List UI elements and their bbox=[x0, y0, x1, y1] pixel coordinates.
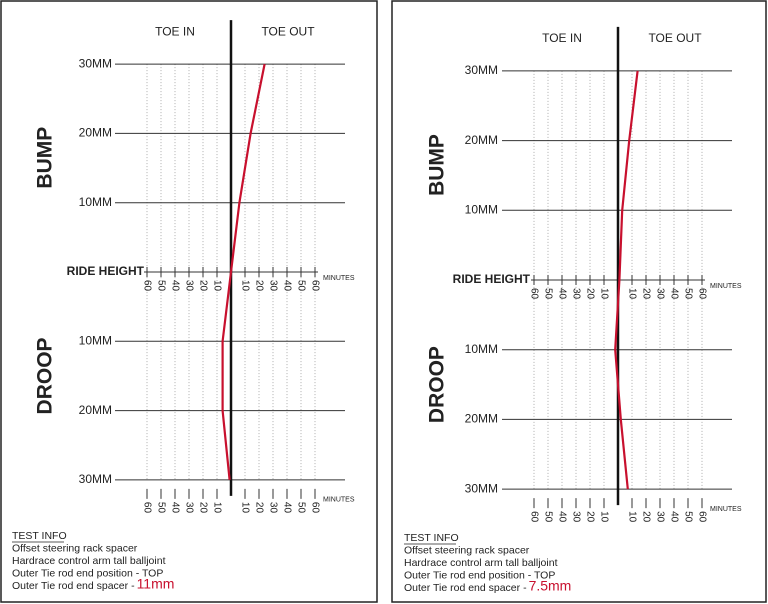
panel-border bbox=[391, 0, 767, 603]
droop-label: DROOP bbox=[426, 346, 449, 423]
toe-out-label: TOE OUT bbox=[261, 24, 315, 38]
x-tick-label: 30 bbox=[570, 511, 581, 523]
x-tick-label: 60 bbox=[309, 280, 320, 292]
info-line: Offset steering rack spacer bbox=[404, 544, 530, 556]
x-tick-label: 10 bbox=[626, 511, 637, 523]
x-tick-label: 30 bbox=[267, 502, 278, 514]
info-line: Outer Tie rod end spacer - bbox=[404, 582, 527, 594]
y-tick-label: 20MM bbox=[79, 126, 112, 140]
info-line: Outer Tie rod end spacer - bbox=[12, 580, 135, 592]
x-tick-label: 10 bbox=[598, 288, 609, 300]
x-tick-label: 40 bbox=[169, 280, 180, 292]
info-line: Offset steering rack spacer bbox=[12, 542, 138, 554]
x-tick-label: 10 bbox=[211, 502, 222, 514]
droop-label: DROOP bbox=[34, 337, 57, 414]
x-tick-label: 50 bbox=[542, 511, 553, 523]
panel-border bbox=[0, 0, 378, 603]
y-tick-label: 30MM bbox=[79, 56, 112, 70]
x-tick-label: 30 bbox=[570, 288, 581, 300]
x-tick-label: 60 bbox=[696, 511, 707, 523]
x-tick-label: 40 bbox=[169, 502, 180, 514]
toe-in-label: TOE IN bbox=[155, 24, 195, 38]
x-tick-label: 50 bbox=[682, 288, 693, 300]
x-tick-label: 20 bbox=[253, 502, 264, 514]
y-tick-label: 30MM bbox=[465, 63, 498, 77]
x-tick-label: 40 bbox=[281, 502, 292, 514]
x-tick-label: 60 bbox=[141, 280, 152, 292]
x-tick-label: 30 bbox=[183, 280, 194, 292]
x-tick-label: 30 bbox=[183, 502, 194, 514]
y-tick-label: 10MM bbox=[79, 195, 112, 209]
x-tick-label: 10 bbox=[239, 280, 250, 292]
toe-curve bbox=[221, 63, 266, 481]
y-tick-label: 20MM bbox=[465, 412, 498, 426]
x-tick-label: 20 bbox=[584, 288, 595, 300]
y-tick-label: 20MM bbox=[465, 133, 498, 147]
x-tick-label: 60 bbox=[528, 288, 539, 300]
y-tick-label: 10MM bbox=[465, 342, 498, 356]
x-tick-label: 20 bbox=[197, 280, 208, 292]
x-tick-label: 20 bbox=[197, 502, 208, 514]
y-tick-label: 10MM bbox=[79, 333, 112, 347]
x-tick-label: 50 bbox=[295, 502, 306, 514]
info-line: Outer Tie rod end position - TOP bbox=[12, 567, 163, 579]
bump-label: BUMP bbox=[34, 127, 57, 189]
y-tick-label: 10MM bbox=[465, 202, 498, 216]
y-tick-label: 20MM bbox=[79, 403, 112, 417]
bump-label: BUMP bbox=[426, 134, 449, 196]
y-tick-label: 30MM bbox=[465, 481, 498, 495]
x-tick-label: 10 bbox=[211, 280, 222, 292]
x-tick-label: 40 bbox=[556, 288, 567, 300]
x-tick-label: 30 bbox=[654, 288, 665, 300]
x-unit-label: MINUTES bbox=[323, 497, 355, 504]
toe-out-label: TOE OUT bbox=[648, 31, 702, 45]
info-highlight: 11mm bbox=[137, 576, 175, 592]
x-tick-label: 50 bbox=[155, 280, 166, 292]
x-unit-label: MINUTES bbox=[710, 506, 742, 513]
y-tick-label: RIDE HEIGHT bbox=[453, 272, 531, 286]
x-tick-label: 20 bbox=[253, 280, 264, 292]
toe-curve bbox=[614, 70, 639, 490]
y-tick-label: 30MM bbox=[79, 472, 112, 486]
x-tick-label: 10 bbox=[598, 511, 609, 523]
info-line: Outer Tie rod end position - TOP bbox=[404, 569, 555, 581]
x-tick-label: 60 bbox=[309, 502, 320, 514]
x-unit-label: MINUTES bbox=[710, 283, 742, 290]
x-tick-label: 20 bbox=[640, 511, 651, 523]
x-unit-label: MINUTES bbox=[323, 275, 355, 282]
info-title: TEST INFO bbox=[12, 530, 67, 542]
toe-in-label: TOE IN bbox=[542, 31, 582, 45]
x-tick-label: 50 bbox=[682, 511, 693, 523]
x-tick-label: 20 bbox=[640, 288, 651, 300]
x-tick-label: 40 bbox=[281, 280, 292, 292]
info-line: Hardrace control arm tall balljoint bbox=[404, 557, 558, 569]
info-line: Hardrace control arm tall balljoint bbox=[12, 555, 166, 567]
x-tick-label: 30 bbox=[654, 511, 665, 523]
x-tick-label: 60 bbox=[696, 288, 707, 300]
x-tick-label: 60 bbox=[528, 511, 539, 523]
info-highlight: 7.5mm bbox=[529, 578, 572, 594]
y-tick-label: RIDE HEIGHT bbox=[67, 264, 145, 278]
x-tick-label: 40 bbox=[668, 288, 679, 300]
x-tick-label: 50 bbox=[542, 288, 553, 300]
x-tick-label: 60 bbox=[141, 502, 152, 514]
x-tick-label: 10 bbox=[626, 288, 637, 300]
x-tick-label: 10 bbox=[239, 502, 250, 514]
x-tick-label: 50 bbox=[155, 502, 166, 514]
x-tick-label: 50 bbox=[295, 280, 306, 292]
info-title: TEST INFO bbox=[404, 532, 459, 544]
x-tick-label: 30 bbox=[267, 280, 278, 292]
x-tick-label: 40 bbox=[556, 511, 567, 523]
x-tick-label: 40 bbox=[668, 511, 679, 523]
x-tick-label: 20 bbox=[584, 511, 595, 523]
